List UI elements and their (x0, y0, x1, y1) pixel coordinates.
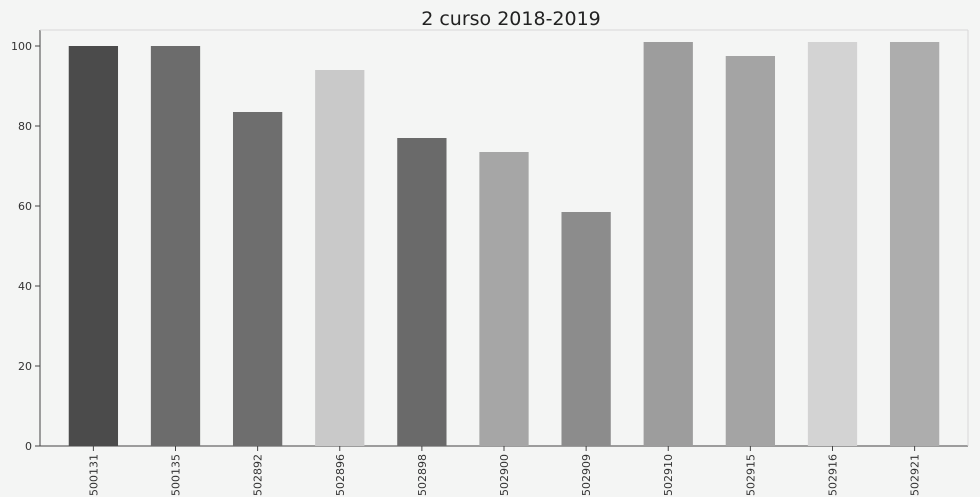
bar-502896 (315, 70, 365, 446)
x-tick-label: 502896 (334, 454, 347, 496)
x-tick-label: 502900 (498, 454, 511, 496)
x-tick-label: 502921 (909, 454, 922, 496)
x-tick-label: 502892 (252, 454, 265, 496)
x-tick-label: 500135 (170, 454, 183, 496)
x-tick-label: 502909 (580, 454, 593, 496)
x-tick-label: 502910 (662, 454, 675, 496)
bar-500135 (150, 46, 201, 446)
bar-502900 (479, 152, 529, 446)
y-tick-label: 100 (11, 40, 32, 53)
bar-502921 (889, 42, 940, 446)
x-tick-label: 502915 (744, 454, 757, 496)
y-tick-label: 20 (18, 360, 32, 373)
x-axis: 500131 500135 502892 502896 502898 502900 5029… (87, 446, 922, 496)
y-tick-label: 40 (18, 280, 32, 293)
bar-502892 (232, 112, 283, 446)
x-tick-label: 500131 (87, 454, 100, 496)
x-tick-label: 502916 (826, 454, 839, 496)
bar-502916 (807, 42, 858, 446)
bar-502910 (643, 42, 693, 446)
x-tick-label: 502898 (416, 454, 429, 496)
bar-502898 (397, 138, 447, 446)
y-tick-label: 0 (25, 440, 32, 453)
chart-title: 2 curso 2018-2019 (421, 8, 601, 30)
y-tick-label: 60 (18, 200, 32, 213)
y-axis: 0 20 40 60 80 100 (11, 40, 40, 453)
bar-502909 (561, 212, 611, 446)
bar-500131 (68, 46, 119, 446)
bar-502915 (725, 56, 776, 446)
y-tick-label: 80 (18, 120, 32, 133)
bars (68, 42, 940, 446)
